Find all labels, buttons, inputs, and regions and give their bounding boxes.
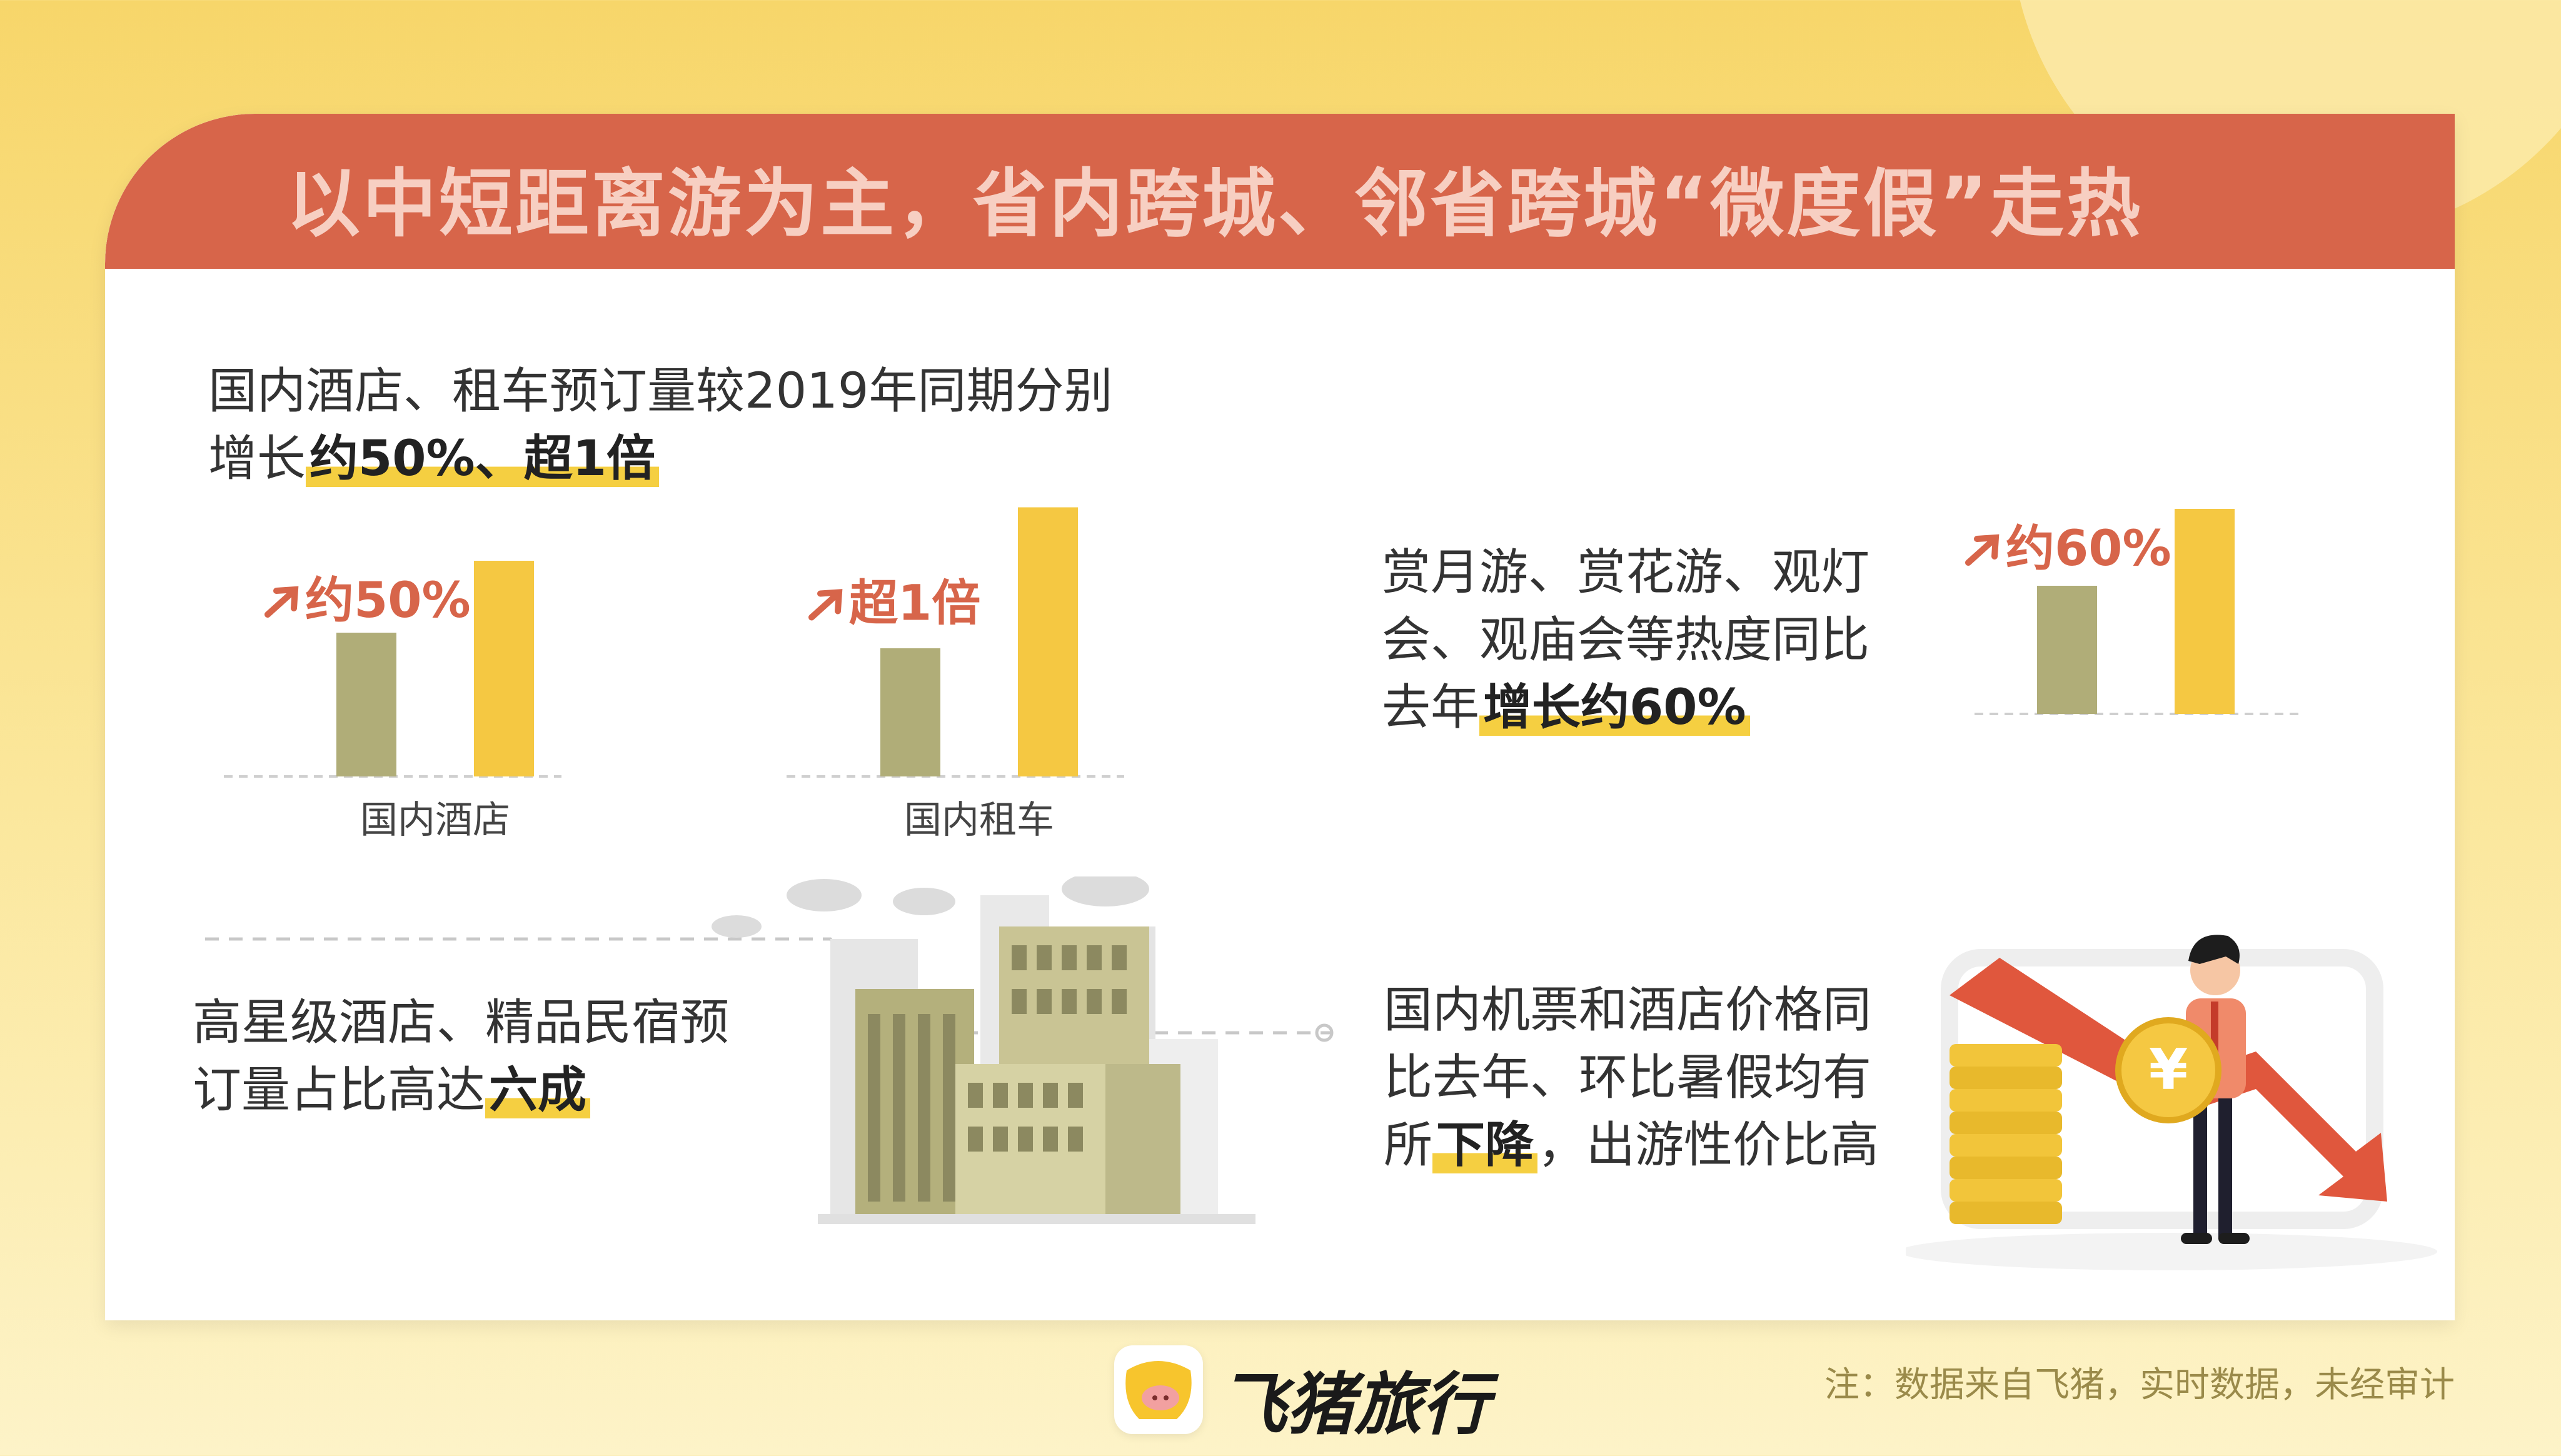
- growth-label: 约50%: [305, 573, 471, 629]
- section2-text: 赏月游、赏花游、观灯 会、观庙会等热度同比 去年增长约60%: [1382, 539, 1869, 741]
- section3-text: 高星级酒店、精品民宿预 订量占比高达六成: [193, 989, 729, 1124]
- section4-line1: 国内机票和酒店价格同: [1384, 982, 1872, 1038]
- section4-line3: 所下降，出游性价比高: [1384, 1112, 1879, 1179]
- growth-label: 超1倍: [849, 576, 980, 632]
- trend-up-arrow-icon: [808, 589, 843, 621]
- bar-baseline: [2037, 586, 2097, 714]
- brand-name: 飞猪旅行: [1219, 1366, 1490, 1444]
- price-drop-illustration: ¥: [1906, 935, 2437, 1270]
- section4-text: 国内机票和酒店价格同 比去年、环比暑假均有 所下降，出游性价比高: [1384, 977, 1879, 1179]
- bar-current: [2175, 509, 2235, 714]
- section2-highlight: 增长约60%: [1479, 680, 1750, 736]
- trend-up-arrow-icon: [1965, 534, 2000, 566]
- bar-baseline: [336, 633, 396, 776]
- growth-label: 约60%: [2006, 521, 2171, 577]
- title-banner: 以中短距离游为主，省内跨城、邻省跨城“微度假”走热: [105, 114, 2455, 269]
- section2-line3-prefix: 去年: [1382, 680, 1480, 736]
- svg-text:¥: ¥: [2149, 1037, 2188, 1103]
- section1-text: 国内酒店、租车预订量较2019年同期分别 增长约50%、超1倍: [208, 358, 1113, 493]
- festival-trip-bar-chart: 约60%: [1965, 509, 2300, 715]
- section1-line2-prefix: 增长: [208, 431, 306, 487]
- section4-line3-suffix: ，出游性价比高: [1537, 1117, 1879, 1173]
- bar-baseline: [880, 648, 940, 776]
- category-label: 国内酒店: [360, 798, 510, 842]
- trend-up-arrow-icon: [264, 586, 299, 618]
- section1-line2: 增长约50%、超1倍: [208, 425, 1113, 493]
- page-title: 以中短距离游为主，省内跨城、邻省跨城“微度假”走热: [286, 161, 2143, 247]
- coin-stack-icon: [1950, 1044, 2062, 1224]
- section4-line3-prefix: 所: [1384, 1117, 1433, 1173]
- section3-line1: 高星级酒店、精品民宿预: [193, 995, 730, 1051]
- section4-highlight: 下降: [1432, 1117, 1538, 1173]
- pig-logo-icon: [1125, 1361, 1192, 1419]
- chart-0-marks: 约50% 国内酒店: [224, 561, 561, 842]
- yuan-coin-icon: ¥: [2115, 1017, 2221, 1123]
- section1-line1: 国内酒店、租车预订量较2019年同期分别: [208, 363, 1113, 419]
- brand-logo: [1114, 1345, 1203, 1434]
- section3-line2-prefix: 订量占比高达: [193, 1062, 486, 1118]
- section2-line1: 赏月游、赏花游、观灯: [1382, 545, 1870, 601]
- category-label: 国内租车: [904, 798, 1054, 842]
- content-card: 以中短距离游为主，省内跨城、邻省跨城“微度假”走热 国内酒店、租车预订量较201…: [105, 114, 2455, 1320]
- data-source-note: 注：数据来自飞猪，实时数据，未经审计: [1824, 1365, 2455, 1405]
- chart-2-marks: 约60%: [1965, 509, 2300, 715]
- section2-line2: 会、观庙会等热度同比: [1382, 612, 1870, 668]
- bar-current: [1018, 507, 1078, 776]
- section3-line2: 订量占比高达六成: [193, 1057, 729, 1124]
- city-buildings-illustration: [205, 876, 1334, 1224]
- section1-highlight: 约50%、超1倍: [306, 431, 659, 487]
- bar-current: [474, 561, 534, 776]
- section2-line3: 去年增长约60%: [1382, 674, 1869, 741]
- section4-line2: 比去年、环比暑假均有: [1384, 1050, 1872, 1106]
- hotel-bar-chart: 约50% 国内酒店: [224, 561, 561, 842]
- section3-highlight: 六成: [485, 1062, 591, 1118]
